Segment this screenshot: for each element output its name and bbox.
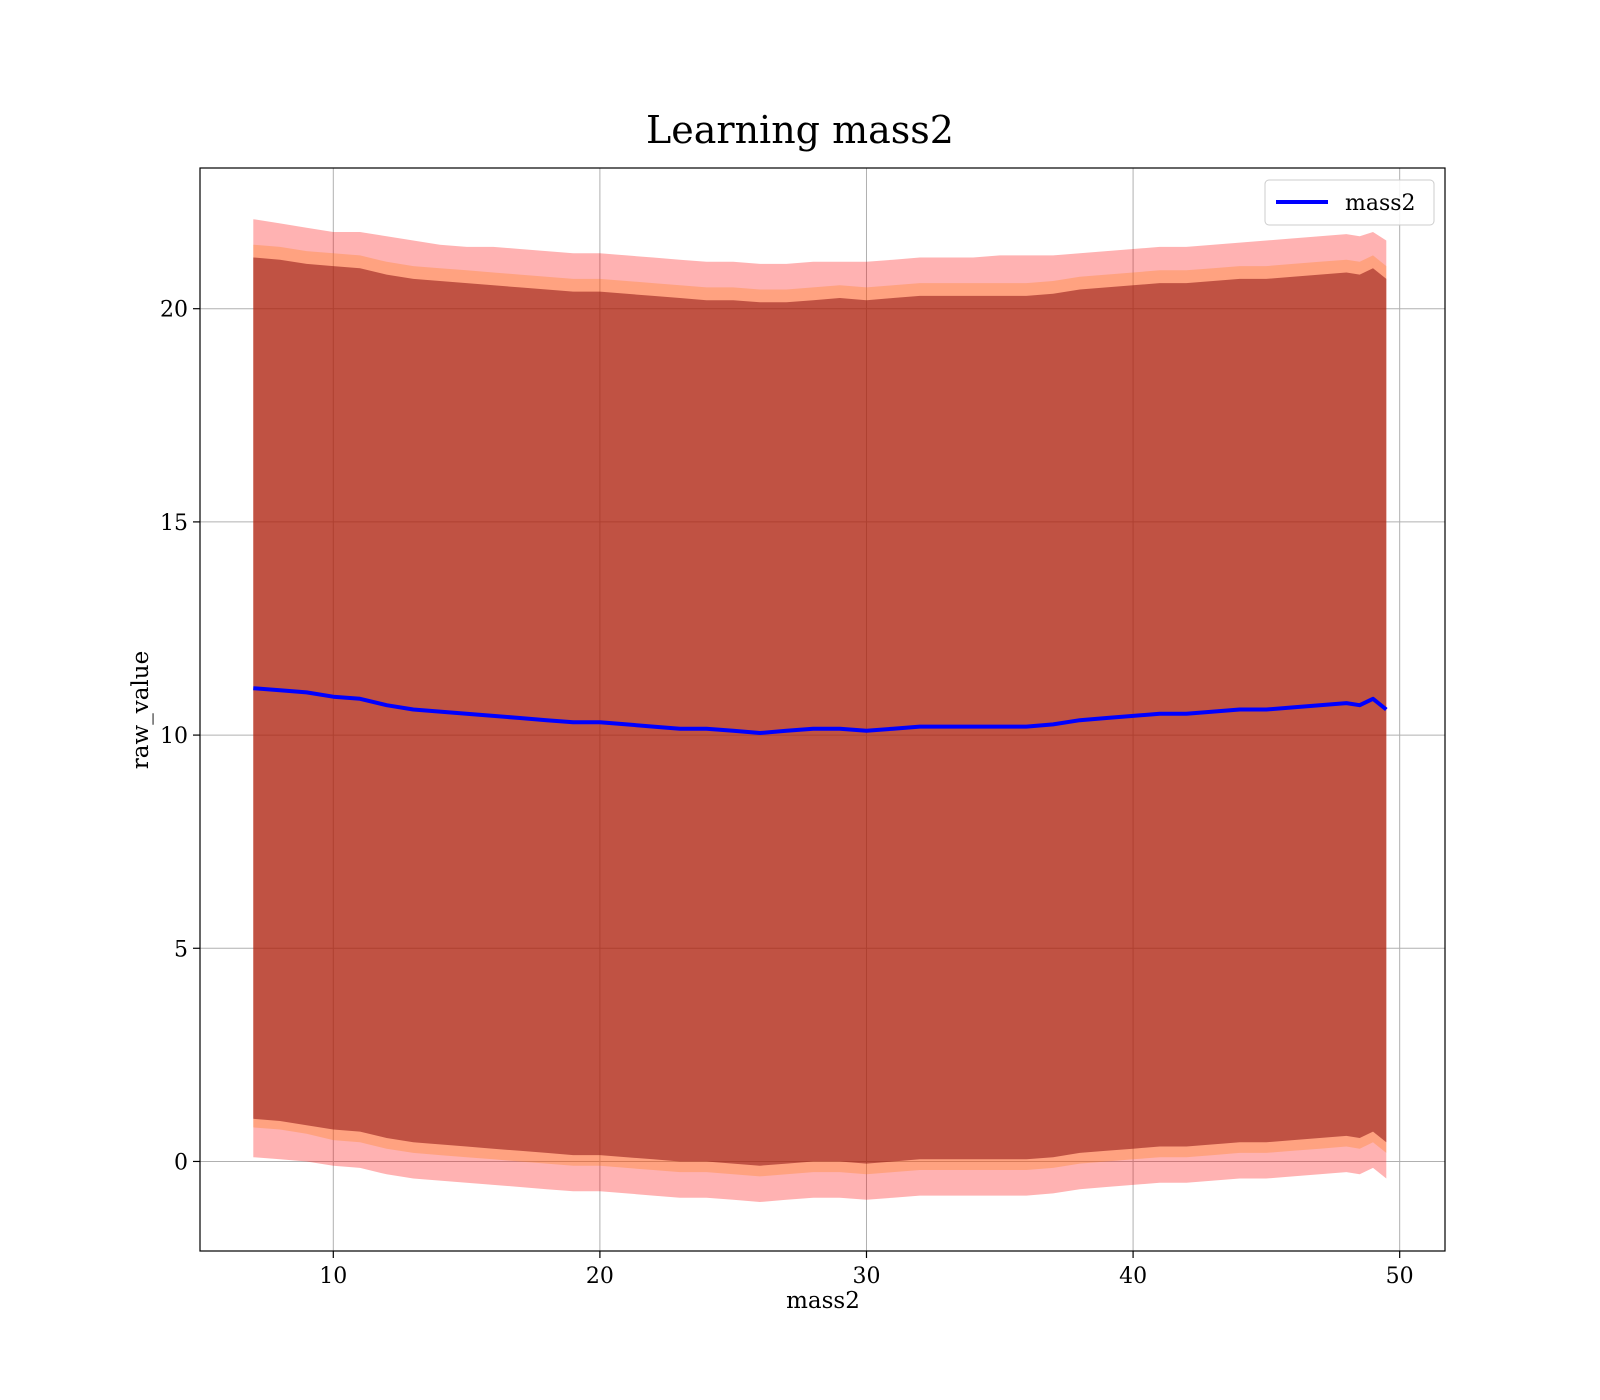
y-tick-label: 0 — [174, 1150, 188, 1175]
series-line-mass2 — [253, 686, 1388, 735]
y-tick-label: 15 — [160, 511, 188, 536]
y-tick-label: 5 — [174, 937, 188, 962]
series-lines — [253, 686, 1388, 735]
ticks: 10 20 30 40 50 0 5 10 15 20 — [160, 298, 1414, 1289]
x-tick-label: 50 — [1386, 1264, 1414, 1289]
x-tick-label: 30 — [852, 1264, 880, 1289]
legend: mass2 — [1264, 179, 1435, 226]
plot-frame — [199, 167, 1446, 1252]
y-tick-label: 10 — [160, 724, 188, 749]
x-tick-label: 10 — [319, 1264, 347, 1289]
x-tick-label: 40 — [1119, 1264, 1147, 1289]
band-2 — [253, 257, 1387, 1166]
chart-title: Learning mass2 — [646, 108, 954, 152]
x-axis-label: mass2 — [786, 1288, 860, 1314]
legend-label-mass2: mass2 — [1345, 191, 1416, 216]
x-tick-label: 20 — [586, 1264, 614, 1289]
confidence-bands — [253, 219, 1387, 1202]
y-axis-label: raw_value — [128, 651, 154, 769]
legend-box — [1264, 179, 1435, 226]
y-tick-label: 20 — [160, 298, 188, 323]
